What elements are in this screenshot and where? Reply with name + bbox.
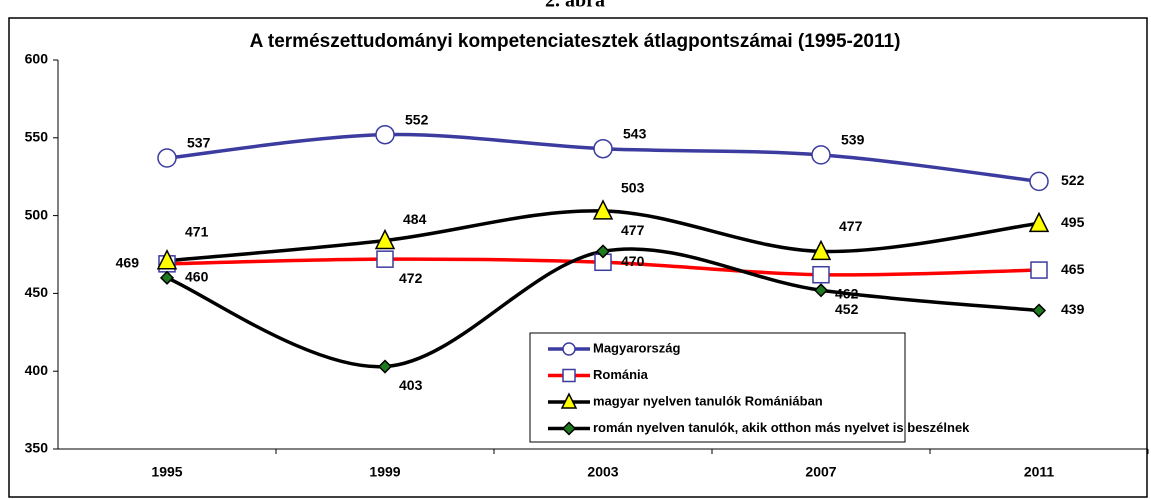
- data-label: 469: [116, 255, 140, 271]
- data-label: 465: [1061, 261, 1085, 277]
- marker: [810, 239, 832, 261]
- marker: [374, 228, 396, 250]
- data-label: 470: [621, 253, 645, 269]
- data-label: 460: [185, 269, 209, 285]
- marker: [560, 392, 578, 409]
- y-tick-label: 350: [25, 440, 49, 456]
- legend-label: magyar nyelven tanulók Romániában: [593, 393, 823, 408]
- x-tick-label: 2003: [587, 464, 618, 480]
- marker: [376, 250, 394, 268]
- data-label: 552: [405, 111, 429, 127]
- marker: [377, 359, 393, 374]
- marker: [813, 283, 829, 298]
- x-tick-label: 1999: [369, 464, 400, 480]
- marker: [157, 148, 177, 168]
- data-label: 539: [841, 132, 865, 148]
- marker: [592, 199, 614, 220]
- marker: [375, 124, 395, 145]
- data-label: 452: [835, 301, 859, 317]
- marker: [593, 138, 613, 159]
- marker: [156, 249, 178, 270]
- legend-label: Románia: [593, 367, 649, 382]
- chart-title: A természettudományi kompetenciatesztek …: [250, 31, 901, 52]
- legend-label: Magyarország: [593, 340, 680, 355]
- data-label: 484: [403, 211, 427, 227]
- marker: [1028, 211, 1050, 233]
- marker: [1031, 303, 1047, 318]
- figure-label: 2. ábra: [545, 0, 605, 12]
- y-tick-label: 400: [25, 362, 49, 378]
- marker: [1029, 171, 1049, 192]
- y-tick-label: 500: [25, 206, 49, 222]
- data-label: 403: [399, 377, 423, 393]
- data-label: 471: [185, 223, 209, 239]
- data-label: 543: [623, 125, 647, 141]
- y-tick-label: 600: [25, 51, 49, 67]
- x-tick-label: 2007: [805, 464, 836, 480]
- legend-box: [529, 332, 906, 443]
- data-label: 537: [187, 135, 211, 151]
- chart-frame: [8, 17, 1148, 498]
- marker: [811, 145, 831, 165]
- data-label: 439: [1061, 301, 1085, 317]
- marker: [562, 368, 576, 383]
- data-label: 522: [1061, 172, 1085, 188]
- marker: [595, 244, 611, 259]
- data-label: 495: [1061, 214, 1085, 230]
- data-label: 477: [839, 218, 863, 234]
- y-tick-label: 450: [25, 284, 49, 300]
- marker: [561, 421, 577, 436]
- marker: [812, 265, 830, 284]
- data-label: 462: [835, 285, 859, 301]
- marker: [159, 270, 175, 285]
- data-label: 477: [621, 222, 645, 238]
- legend-label: román nyelven tanulók, akik otthon más n…: [593, 420, 970, 435]
- marker: [1030, 261, 1048, 279]
- marker: [562, 342, 576, 356]
- x-tick-label: 2011: [1024, 464, 1055, 480]
- data-label: 503: [621, 180, 645, 196]
- y-tick-label: 550: [25, 129, 49, 145]
- x-tick-label: 1995: [151, 464, 182, 480]
- data-label: 472: [399, 270, 423, 286]
